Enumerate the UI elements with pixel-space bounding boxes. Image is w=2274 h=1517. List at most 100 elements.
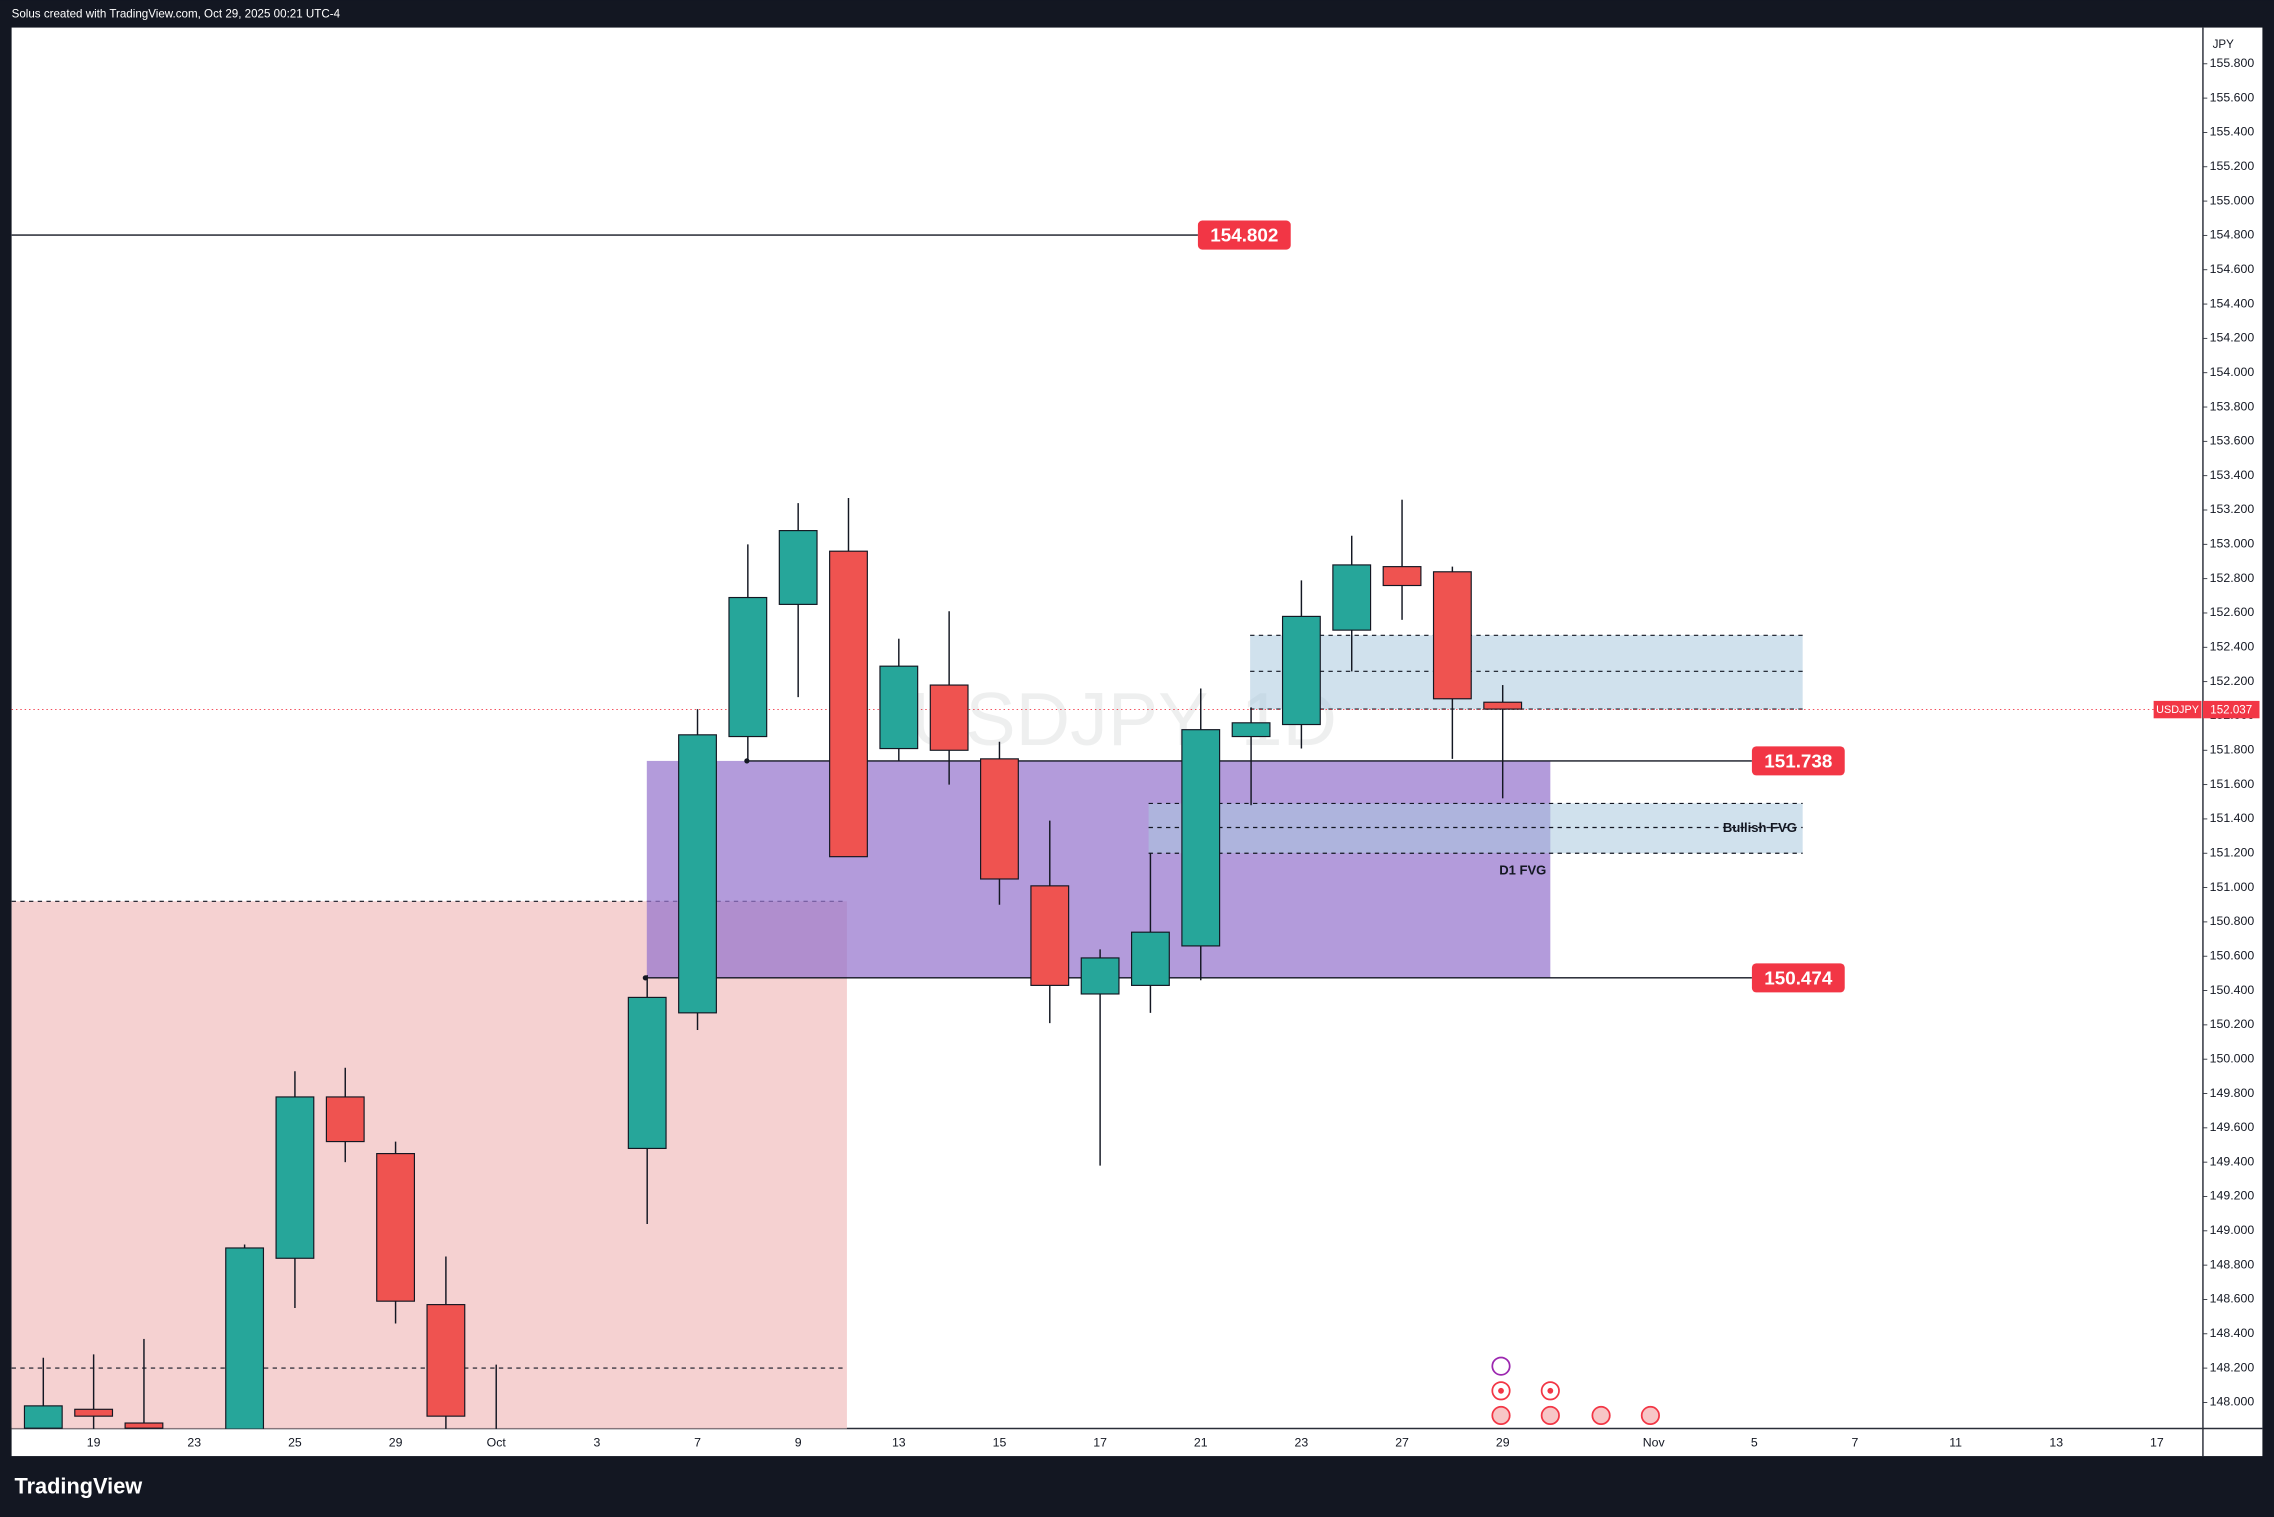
candle-body — [678, 734, 717, 1014]
y-tick-label: 153.400 — [2210, 468, 2255, 482]
candle-body — [929, 684, 969, 751]
x-tick-label: 15 — [993, 1435, 1007, 1449]
y-tick-label: 153.000 — [2210, 537, 2255, 551]
y-tick-label: 148.600 — [2210, 1292, 2255, 1306]
last-price-label: 152.037 — [2210, 703, 2252, 716]
candle-body — [627, 996, 667, 1150]
y-tick-label: 150.400 — [2210, 983, 2255, 997]
level-label-box — [1751, 746, 1845, 776]
y-tick-label: 153.200 — [2210, 502, 2255, 516]
y-tick-label: 151.000 — [2210, 880, 2255, 894]
zone — [1148, 803, 1803, 854]
event-icon — [1491, 1381, 1511, 1401]
y-tick-label: 151.200 — [2210, 845, 2255, 859]
annotation: D1 FVG — [1499, 863, 1546, 878]
last-price-box — [2202, 700, 2260, 719]
event-icon — [1540, 1381, 1560, 1401]
y-tick-label: 148.800 — [2210, 1257, 2255, 1271]
candle-body — [1332, 564, 1372, 631]
x-tick-label: 9 — [795, 1435, 802, 1449]
x-tick-label: 7 — [1852, 1435, 1859, 1449]
x-tick-label: 13 — [892, 1435, 906, 1449]
level-label: 150.474 — [1764, 967, 1833, 988]
y-tick-label: 150.600 — [2210, 948, 2255, 962]
x-tick-label: 11 — [1949, 1435, 1962, 1449]
zone — [1250, 635, 1803, 710]
x-tick-label: 17 — [1093, 1435, 1107, 1449]
level-label-box — [1197, 220, 1291, 250]
y-tick-label: 149.200 — [2210, 1189, 2255, 1203]
x-tick-label: 25 — [288, 1435, 302, 1449]
x-tick-label: 13 — [2049, 1435, 2063, 1449]
y-tick-label: 148.000 — [2210, 1395, 2255, 1409]
y-tick-label: 154.400 — [2210, 296, 2255, 310]
x-tick-label: 27 — [1395, 1435, 1409, 1449]
event-icon — [1591, 1405, 1611, 1426]
x-tick-label: 29 — [1496, 1435, 1510, 1449]
y-tick-label: 152.800 — [2210, 571, 2255, 585]
candle-body — [778, 530, 818, 605]
candle-body — [1231, 722, 1271, 738]
candle-body — [376, 1153, 416, 1302]
y-tick-label: 151.800 — [2210, 743, 2255, 757]
event-icon — [1498, 1387, 1504, 1394]
y-tick-label: 149.400 — [2210, 1154, 2255, 1168]
y-tick-label: 151.600 — [2210, 777, 2255, 791]
event-icon — [1547, 1387, 1554, 1394]
candle-body — [23, 1405, 63, 1429]
candle-body — [1483, 701, 1523, 710]
y-tick-label: 154.200 — [2210, 331, 2255, 345]
level-label: 151.738 — [1764, 750, 1832, 771]
candle-body — [1080, 957, 1120, 995]
candle-body — [728, 596, 768, 738]
y-tick-label: 155.200 — [2210, 159, 2255, 173]
y-tick-label: 152.600 — [2210, 605, 2255, 619]
currency: JPY — [2213, 38, 2235, 51]
y-tick-label: 152.200 — [2210, 674, 2255, 688]
candle-body — [124, 1422, 164, 1429]
x-tick-label: 5 — [1751, 1435, 1758, 1449]
x-tick-label: 21 — [1194, 1435, 1208, 1449]
last-price-symbol-box — [2153, 700, 2202, 719]
x-tick-label: 29 — [389, 1435, 403, 1449]
candle-body — [1130, 931, 1170, 986]
zone — [646, 760, 1551, 978]
x-tick-label: 23 — [187, 1435, 201, 1449]
y-tick-label: 155.400 — [2210, 125, 2255, 139]
level-label-box — [1751, 963, 1845, 993]
x-tick-label: 19 — [87, 1435, 101, 1449]
candle-body — [1432, 571, 1472, 700]
zone-label: Bullish FVG — [1723, 820, 1797, 835]
x-tick-label: Oct — [487, 1435, 507, 1449]
y-tick-label: 149.000 — [2210, 1223, 2255, 1237]
y-tick-label: 154.000 — [2210, 365, 2255, 379]
candle-body — [426, 1304, 466, 1417]
y-tick-label: 150.800 — [2210, 914, 2255, 928]
y-tick-label: 154.600 — [2210, 262, 2255, 276]
candle-body — [879, 665, 919, 750]
marker-dot — [744, 758, 750, 764]
candle-body — [1382, 566, 1422, 587]
candle-body — [1181, 729, 1221, 947]
y-tick-label: 150.200 — [2210, 1017, 2255, 1031]
candle-body — [1281, 615, 1321, 726]
candle-body — [829, 550, 868, 858]
footer-logo: TradingView — [15, 1474, 143, 1499]
candle-body — [1030, 885, 1070, 986]
y-tick-label: 150.000 — [2210, 1051, 2255, 1065]
y-tick-label: 155.000 — [2210, 193, 2255, 207]
y-tick-label: 155.600 — [2210, 90, 2255, 104]
y-tick-label: 151.400 — [2210, 811, 2255, 825]
y-tick-label: 155.800 — [2210, 56, 2255, 70]
candle-body — [74, 1408, 114, 1417]
x-tick-label: 23 — [1295, 1435, 1309, 1449]
x-tick-label: Nov — [1643, 1435, 1666, 1449]
y-tick-label: 148.400 — [2210, 1326, 2255, 1340]
x-tick-label: 7 — [694, 1435, 701, 1449]
event-icons — [1491, 1356, 1660, 1426]
event-icon — [1540, 1405, 1560, 1426]
y-tick-label: 153.800 — [2210, 399, 2255, 413]
